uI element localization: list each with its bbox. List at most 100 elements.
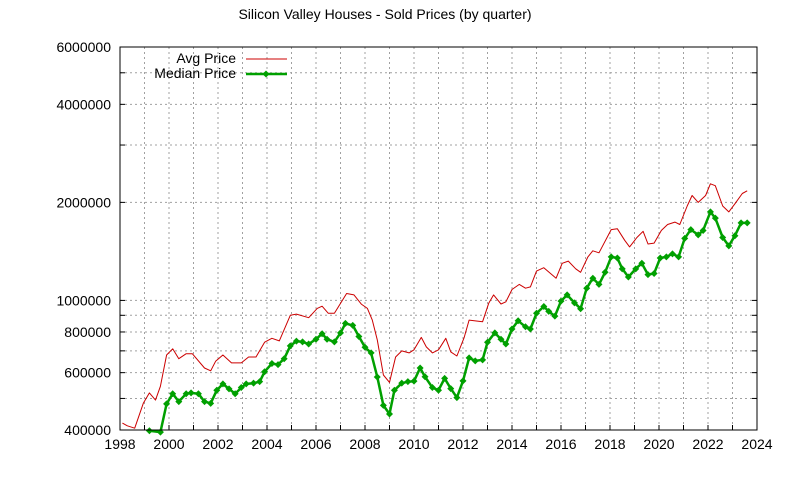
median-price-point — [250, 379, 258, 387]
median-price-point — [508, 325, 516, 333]
median-price-point — [207, 399, 215, 407]
median-price-point — [163, 400, 171, 408]
median-price-point — [453, 394, 461, 402]
x-tick-label: 2006 — [300, 436, 331, 452]
median-price-point — [145, 427, 153, 435]
legend: Avg Price Median Price — [154, 50, 287, 81]
median-price-point — [330, 338, 338, 346]
median-price-point — [341, 319, 349, 327]
y-tick-label: 2000000 — [56, 194, 111, 210]
y-tick-label: 6000000 — [56, 39, 111, 55]
x-tick-label: 2014 — [496, 436, 527, 452]
median-price-point — [706, 208, 714, 216]
median-price-point — [274, 361, 282, 369]
median-price-point — [521, 323, 529, 331]
median-price-point — [601, 268, 609, 276]
median-price-point — [699, 226, 707, 234]
median-price-point — [514, 317, 522, 325]
median-price-point — [379, 401, 387, 409]
x-tick-label: 2018 — [594, 436, 625, 452]
median-price-point — [261, 368, 269, 376]
median-price-point — [169, 390, 177, 398]
median-price-point — [533, 309, 540, 317]
y-axis: 400000 600000 800000 1000000 2000000 4000000 6… — [56, 39, 111, 438]
x-tick-label: 2010 — [398, 436, 429, 452]
median-price-point — [618, 265, 626, 273]
median-price-point — [312, 335, 320, 343]
median-price-point — [237, 384, 245, 392]
median-price-point — [416, 364, 424, 372]
median-price-point — [551, 312, 559, 320]
median-price-point — [361, 343, 369, 351]
median-price-point — [187, 389, 195, 397]
median-price-point — [459, 377, 467, 385]
median-price-point — [479, 356, 487, 364]
x-tick-label: 1998 — [104, 436, 135, 452]
legend-marker-median — [262, 70, 270, 78]
median-price-point — [694, 231, 702, 239]
median-price-point — [242, 380, 250, 388]
median-price-point — [725, 242, 733, 250]
median-price-point — [644, 271, 652, 279]
y-tick-label: 800000 — [64, 324, 111, 340]
median-price-point — [201, 398, 209, 406]
median-price-point — [175, 398, 183, 406]
median-price-point — [668, 250, 676, 258]
median-price-point — [540, 302, 548, 310]
median-price-point — [390, 386, 398, 394]
median-price-point — [638, 259, 646, 267]
median-price-point — [557, 297, 565, 305]
median-price-point — [743, 219, 751, 227]
median-price-point — [367, 349, 375, 357]
median-price-point — [650, 269, 658, 277]
x-tick-label: 2004 — [251, 436, 282, 452]
median-price-point — [731, 232, 739, 240]
median-price-point — [595, 280, 603, 288]
median-price-point — [497, 335, 505, 343]
median-price-point — [526, 325, 534, 333]
median-price-point — [355, 332, 363, 340]
median-price-point — [182, 390, 190, 398]
y-tick-label: 400000 — [64, 422, 111, 438]
legend-label-median: Median Price — [154, 65, 236, 81]
median-price-point — [219, 380, 227, 388]
median-price-point — [410, 377, 418, 385]
median-price-point — [656, 254, 664, 262]
median-price-point — [286, 342, 294, 350]
x-tick-label: 2016 — [545, 436, 576, 452]
median-price-point — [337, 329, 344, 337]
x-tick-label: 2008 — [349, 436, 380, 452]
median-price-point — [256, 378, 264, 386]
x-tick-label: 2024 — [741, 436, 772, 452]
median-price-point — [318, 330, 326, 338]
median-price-point — [305, 340, 313, 348]
x-tick-label: 2020 — [643, 436, 674, 452]
avg-price-line — [122, 183, 748, 429]
median-price-point — [268, 360, 276, 368]
median-price-point — [404, 378, 412, 386]
median-price-point — [583, 284, 591, 292]
median-price-point — [681, 234, 689, 242]
median-price-point — [570, 299, 578, 307]
x-axis: 1998 2000 2002 2004 2006 2008 2010 2012 2014 2016… — [104, 436, 772, 452]
median-price-point — [613, 254, 621, 262]
median-price-point — [428, 384, 436, 392]
median-price-point — [299, 338, 307, 346]
grid — [120, 47, 757, 430]
median-price-point — [589, 274, 597, 282]
median-price-point — [662, 253, 670, 261]
plot-border — [119, 46, 758, 431]
median-price-point — [675, 253, 683, 261]
chart-title: Silicon Valley Houses - Sold Prices (by … — [238, 6, 531, 22]
median-price-point — [577, 305, 585, 313]
median-price-point — [292, 337, 300, 345]
y-tick-label: 4000000 — [56, 96, 111, 112]
median-price-point — [545, 307, 553, 315]
legend-label-avg: Avg Price — [176, 50, 236, 66]
median-price-point — [398, 379, 406, 387]
median-price-point — [711, 214, 719, 222]
median-price-point — [323, 335, 331, 343]
median-price-point — [447, 385, 455, 393]
series-group — [122, 183, 751, 436]
